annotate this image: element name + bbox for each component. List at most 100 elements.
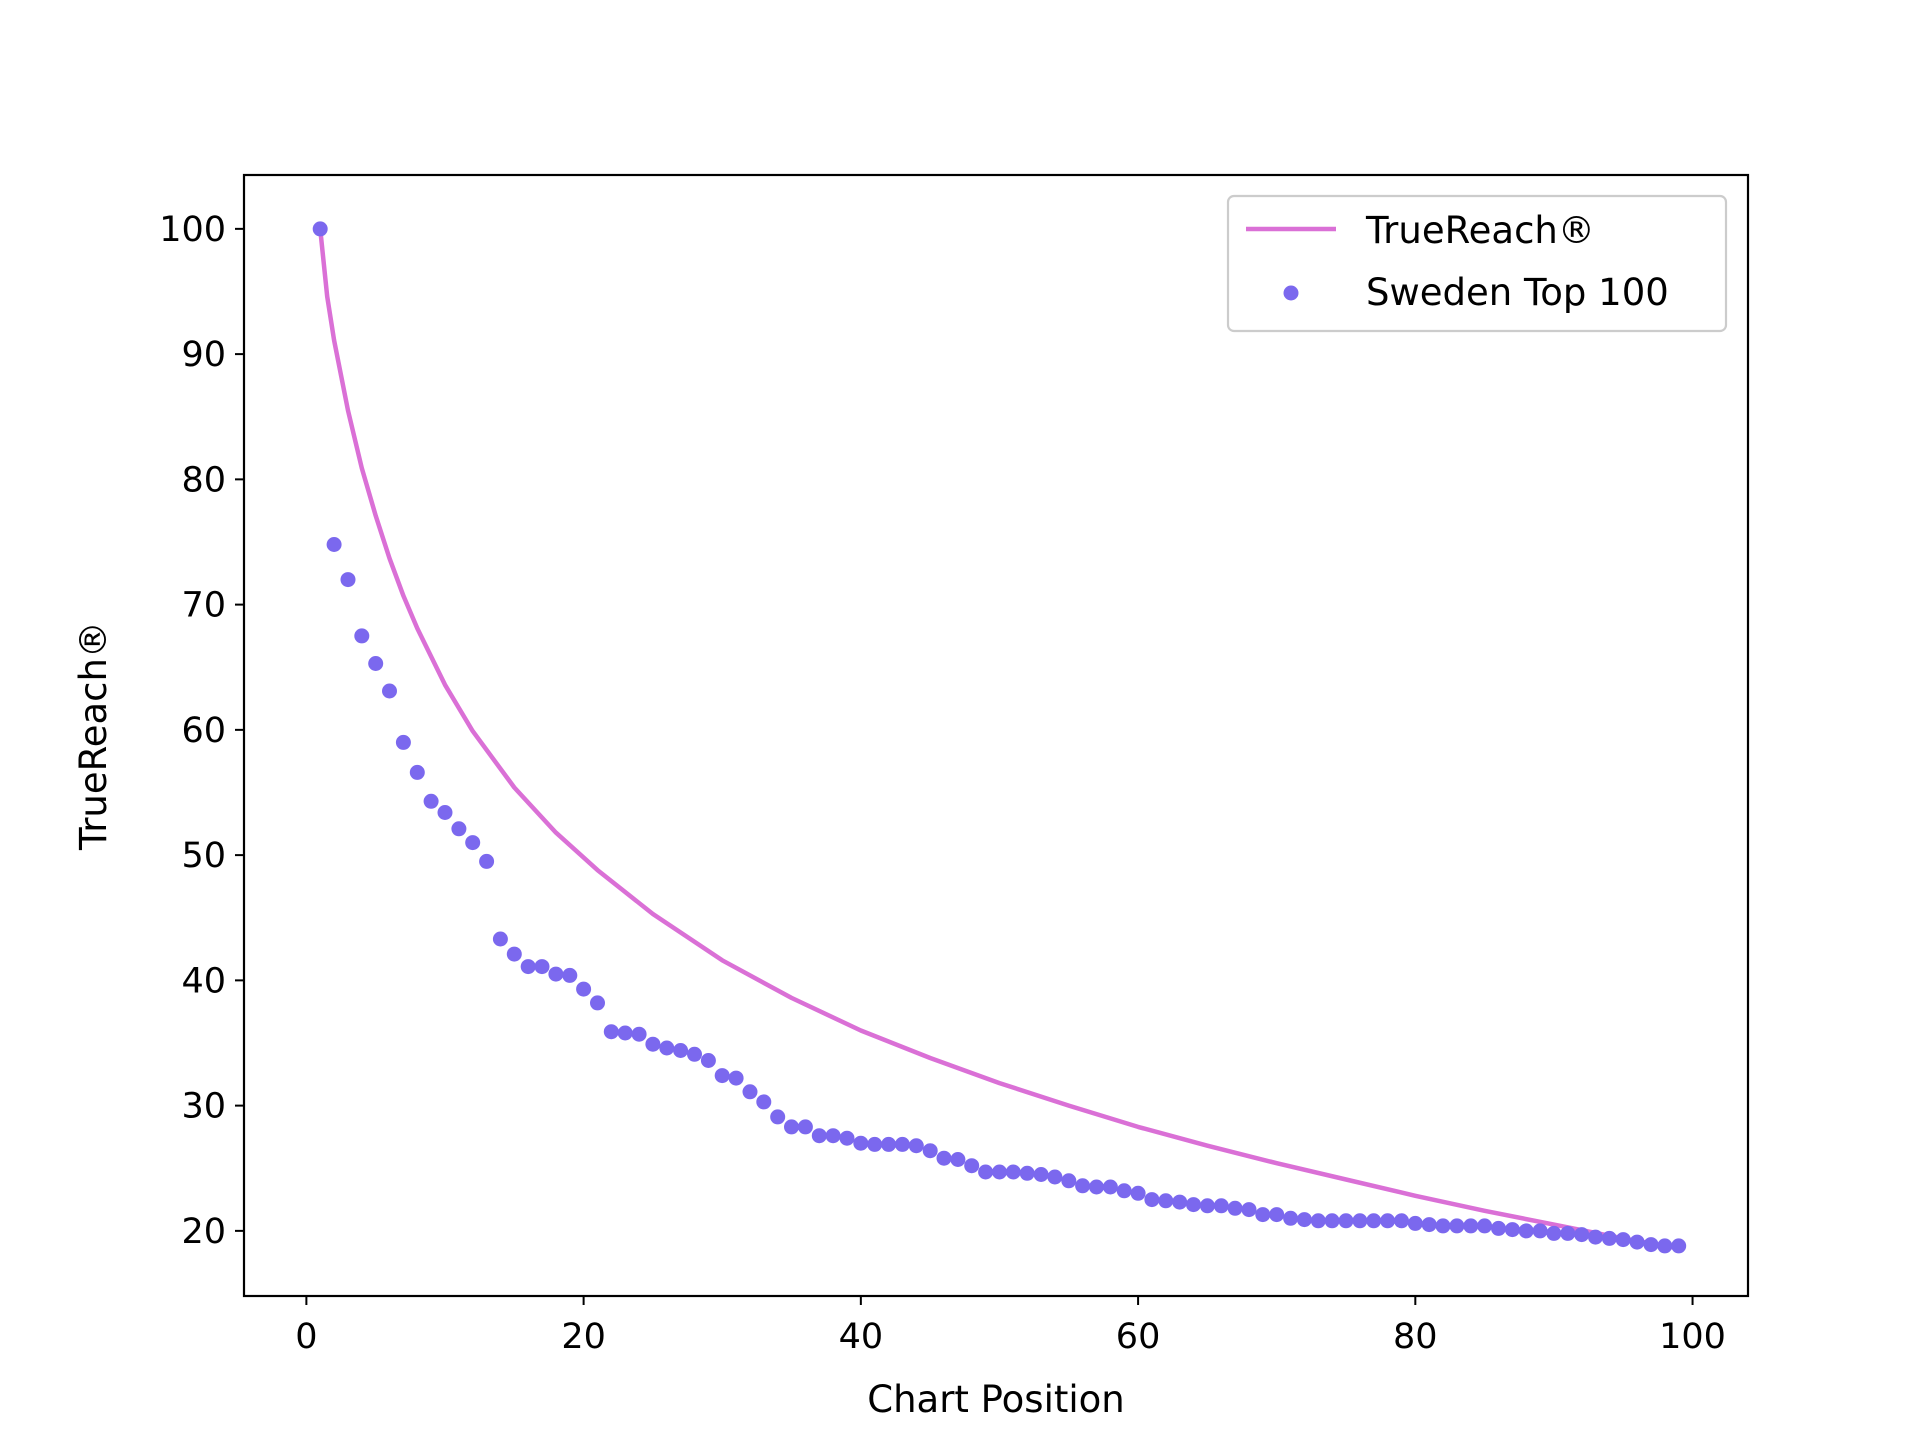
data-point <box>756 1094 772 1110</box>
data-point <box>1657 1238 1673 1254</box>
data-point <box>908 1138 924 1154</box>
data-point <box>1574 1227 1590 1243</box>
data-point <box>548 966 564 982</box>
data-point <box>409 764 425 780</box>
data-point <box>853 1135 869 1151</box>
data-point <box>1116 1183 1132 1199</box>
data-point <box>382 683 397 699</box>
data-point <box>867 1136 883 1152</box>
data-point <box>1671 1238 1687 1254</box>
data-point <box>1033 1167 1049 1182</box>
data-point <box>1394 1213 1409 1229</box>
axes-frame <box>242 173 1750 1298</box>
data-point <box>894 1136 910 1152</box>
data-point <box>770 1109 786 1125</box>
x-tick-label: 80 <box>1393 1317 1438 1357</box>
data-point <box>1255 1207 1271 1223</box>
data-point <box>714 1068 730 1084</box>
data-point <box>881 1136 897 1152</box>
y-tick-label: 90 <box>181 335 226 375</box>
data-point <box>659 1040 675 1056</box>
data-point <box>492 931 508 947</box>
data-point <box>936 1150 952 1166</box>
data-point <box>1421 1217 1437 1233</box>
data-point <box>395 734 411 750</box>
y-tick-label: 40 <box>181 961 226 1001</box>
data-point <box>1130 1185 1146 1201</box>
x-tick-label: 100 <box>1659 1317 1726 1357</box>
data-point <box>326 537 342 552</box>
plot-area <box>312 221 1687 1254</box>
data-point <box>631 1026 647 1042</box>
data-point <box>839 1130 855 1146</box>
y-tick-label: 80 <box>181 460 226 500</box>
data-point <box>1019 1165 1035 1181</box>
legend: TrueReach® Sweden Top 100 <box>1226 194 1728 333</box>
data-point <box>673 1043 689 1058</box>
y-tick-label: 20 <box>181 1212 226 1252</box>
data-point <box>1643 1237 1659 1253</box>
data-point <box>1407 1215 1423 1231</box>
data-point <box>1463 1218 1479 1234</box>
data-point <box>1061 1173 1077 1189</box>
data-point <box>1560 1225 1576 1241</box>
data-point <box>700 1053 716 1068</box>
data-point <box>978 1164 994 1180</box>
x-tick-label: 40 <box>839 1317 884 1357</box>
data-point <box>1241 1202 1257 1218</box>
y-tick-label: 30 <box>181 1087 226 1127</box>
data-point <box>742 1084 758 1100</box>
data-point <box>784 1119 799 1135</box>
data-point <box>1601 1230 1617 1246</box>
data-point <box>465 835 481 851</box>
x-tick-label: 20 <box>561 1317 606 1357</box>
x-tick-label: 0 <box>295 1317 317 1357</box>
data-point <box>1075 1178 1091 1194</box>
data-point <box>1504 1222 1520 1238</box>
data-point <box>1296 1212 1312 1228</box>
y-axis: 20 30 40 50 60 70 80 90 100 <box>159 210 244 1252</box>
data-point <box>1213 1198 1229 1214</box>
data-point <box>1047 1169 1063 1185</box>
y-tick-label: 50 <box>181 836 226 876</box>
data-point <box>1477 1218 1493 1234</box>
legend-entry-truereach: TrueReach® <box>1365 209 1595 252</box>
data-point <box>603 1024 619 1040</box>
data-point <box>340 572 356 588</box>
data-point <box>1546 1225 1562 1241</box>
data-point <box>1366 1213 1382 1229</box>
data-point <box>437 805 453 820</box>
data-point <box>1629 1234 1645 1250</box>
y-tick-label: 70 <box>181 586 226 626</box>
data-point <box>1227 1200 1243 1216</box>
x-axis-label: Chart Position <box>867 1378 1125 1421</box>
data-point <box>506 946 522 962</box>
data-point <box>354 628 370 644</box>
data-point <box>1310 1213 1326 1229</box>
x-tick-label: 60 <box>1116 1317 1161 1357</box>
data-point <box>520 959 536 975</box>
data-point <box>1588 1229 1603 1245</box>
y-tick-label: 100 <box>159 210 226 250</box>
data-point <box>576 981 592 997</box>
data-point <box>1172 1194 1188 1210</box>
series-line-truereach <box>317 228 1680 1251</box>
data-point <box>312 221 328 237</box>
data-point <box>1283 1210 1299 1226</box>
data-point <box>1102 1179 1118 1195</box>
data-point <box>922 1143 938 1159</box>
data-point <box>728 1070 744 1086</box>
data-point <box>368 656 384 671</box>
legend-dot-swatch <box>1283 285 1299 301</box>
data-point <box>479 853 495 869</box>
data-point <box>950 1152 966 1167</box>
data-point <box>645 1036 661 1052</box>
legend-box <box>1226 194 1728 333</box>
y-axis-label: TrueReach® <box>72 621 115 851</box>
data-point <box>1532 1223 1548 1239</box>
legend-entry-sweden-top-100: Sweden Top 100 <box>1366 271 1669 314</box>
data-point <box>617 1025 633 1041</box>
data-point <box>562 967 578 983</box>
data-point <box>687 1046 702 1062</box>
